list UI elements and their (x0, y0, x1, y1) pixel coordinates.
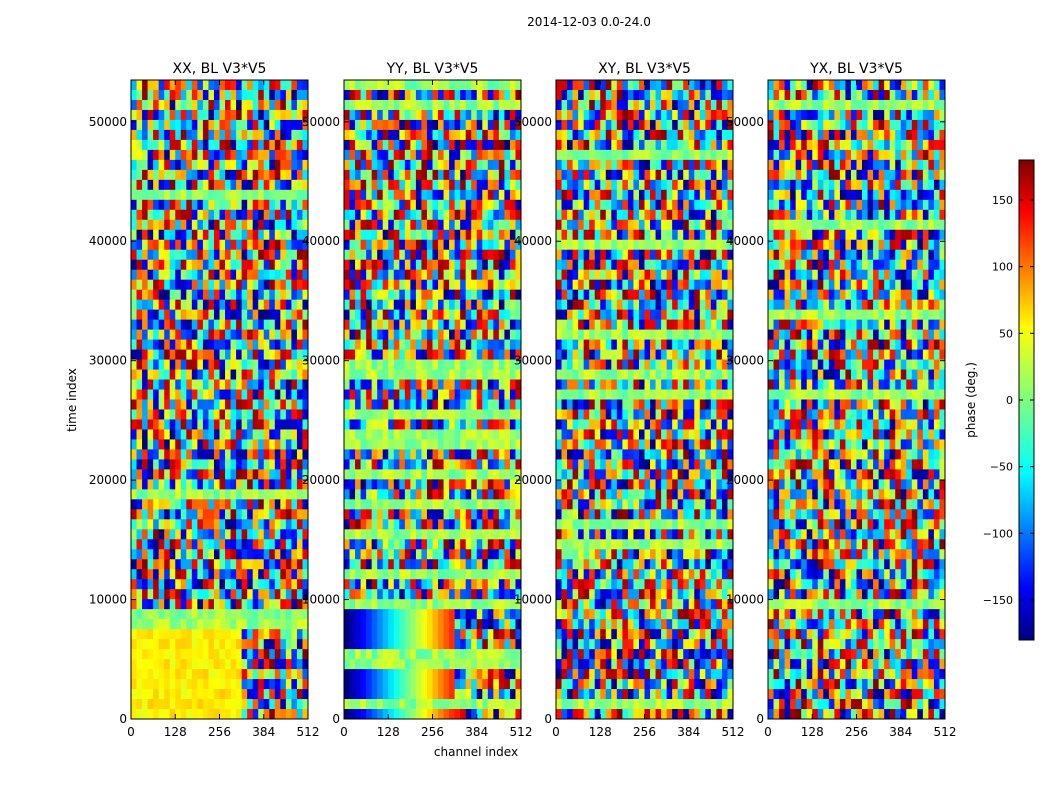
x-tick-label: 512 (934, 725, 957, 739)
x-tick-label: 512 (297, 725, 320, 739)
panel-title: XX, BL V3*V5 (173, 61, 267, 77)
x-tick-label: 128 (164, 725, 187, 739)
panel-title: YY, BL V3*V5 (386, 61, 479, 77)
x-tick-label: 0 (340, 725, 348, 739)
x-tick-label: 0 (127, 725, 135, 739)
panel-1: YY, BL V3*V5 0 128 256 384 512 0 10000 20000 3000… (302, 61, 533, 739)
x-tick-label: 128 (801, 725, 824, 739)
x-tick-label: 384 (677, 725, 700, 739)
panel-image (556, 80, 734, 720)
y-tick-label: 50000 (726, 115, 764, 129)
x-tick-label: 0 (764, 725, 772, 739)
y-tick-label: 40000 (726, 234, 764, 248)
y-tick-label: 0 (756, 712, 764, 726)
y-tick-label: 10000 (726, 593, 764, 607)
panel-image (131, 80, 309, 720)
x-tick-label: 256 (845, 725, 868, 739)
panel-image (344, 80, 522, 720)
panel-2: XY, BL V3*V5 0 128 256 384 512 0 10000 20000 3000… (514, 61, 745, 739)
x-tick-label: 256 (633, 725, 656, 739)
y-tick-label: 20000 (514, 473, 552, 487)
x-tick-label: 256 (421, 725, 444, 739)
x-axis-label: channel index (434, 745, 518, 759)
y-tick-label: 10000 (302, 593, 340, 607)
colorbar-label: phase (deg.) (964, 362, 978, 438)
colorbar-tick-label: 50 (999, 327, 1013, 340)
x-tick-label: 0 (552, 725, 560, 739)
y-tick-label: 50000 (89, 115, 127, 129)
y-tick-label: 40000 (89, 234, 127, 248)
x-tick-label: 384 (252, 725, 275, 739)
x-tick-label: 256 (208, 725, 231, 739)
y-tick-label: 30000 (302, 354, 340, 368)
colorbar-tick-label: −150 (983, 594, 1013, 607)
panel-title: XY, BL V3*V5 (598, 61, 691, 77)
y-tick-label: 30000 (89, 354, 127, 368)
y-tick-label: 20000 (89, 473, 127, 487)
y-tick-label: 20000 (302, 473, 340, 487)
colorbar-tick-label: −50 (990, 461, 1013, 474)
panel-image (768, 80, 946, 720)
colorbar: −150 −100 −50 0 50 100 150 phase (deg.) (964, 159, 1035, 641)
x-tick-label: 512 (510, 725, 533, 739)
y-tick-label: 50000 (302, 115, 340, 129)
colorbar-tick-label: 0 (1006, 394, 1013, 407)
y-tick-label: 30000 (726, 354, 764, 368)
y-axis-label: time index (65, 368, 79, 432)
x-tick-label: 384 (889, 725, 912, 739)
y-tick-label: 40000 (514, 234, 552, 248)
y-tick-label: 0 (119, 712, 127, 726)
x-tick-label: 512 (722, 725, 745, 739)
figure-suptitle: 2014-12-03 0.0-24.0 (527, 15, 651, 29)
y-tick-label: 0 (544, 712, 552, 726)
y-tick-label: 10000 (89, 593, 127, 607)
panel-3: YX, BL V3*V5 0 128 256 384 512 0 10000 20000 3000… (726, 61, 957, 739)
y-tick-label: 20000 (726, 473, 764, 487)
x-tick-label: 128 (377, 725, 400, 739)
panel-0: XX, BL V3*V5 0 128 256 384 512 0 10000 20000 3000… (89, 61, 320, 739)
x-tick-label: 128 (589, 725, 612, 739)
y-tick-label: 0 (332, 712, 340, 726)
panel-title: YX, BL V3*V5 (809, 61, 903, 77)
colorbar-tick-label: −100 (983, 527, 1013, 540)
y-tick-label: 30000 (514, 354, 552, 368)
colorbar-tick-label: 100 (992, 261, 1013, 274)
y-tick-label: 40000 (302, 234, 340, 248)
colorbar-tick-label: 150 (992, 194, 1013, 207)
x-tick-label: 384 (465, 725, 488, 739)
y-tick-label: 10000 (514, 593, 552, 607)
y-tick-label: 50000 (514, 115, 552, 129)
